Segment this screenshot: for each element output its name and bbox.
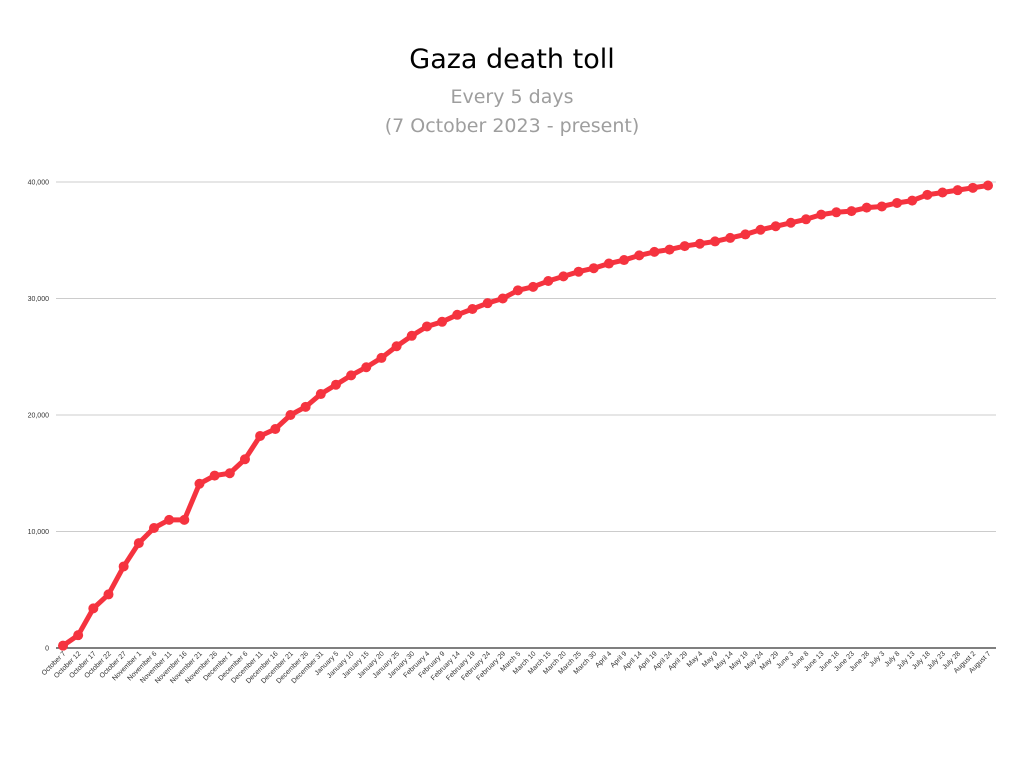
data-point xyxy=(679,241,690,252)
data-point xyxy=(164,514,175,525)
data-point xyxy=(846,206,857,217)
data-point xyxy=(937,187,948,198)
data-point xyxy=(376,352,387,363)
series-death-toll xyxy=(60,183,991,649)
data-point xyxy=(785,217,796,228)
y-tick-label: 30,000 xyxy=(28,296,50,303)
chart-subtitle: Every 5 days xyxy=(450,86,574,108)
data-point xyxy=(816,209,827,220)
data-point xyxy=(482,298,493,309)
data-point xyxy=(619,255,630,266)
grid-layer xyxy=(56,181,996,649)
y-tick-label: 40,000 xyxy=(28,180,50,187)
chart-title: Gaza death toll xyxy=(409,44,615,75)
data-point xyxy=(543,276,554,287)
data-point xyxy=(634,250,645,261)
data-point xyxy=(421,321,432,332)
series-line xyxy=(60,183,991,649)
chart-subtitle-range: (7 October 2023 - present) xyxy=(384,115,640,137)
data-point xyxy=(330,379,341,390)
y-tick-label: 10,000 xyxy=(28,529,50,536)
data-point xyxy=(270,423,281,434)
data-point xyxy=(558,271,569,282)
data-point xyxy=(512,285,523,296)
data-point xyxy=(710,236,721,247)
data-point xyxy=(467,303,478,314)
data-point xyxy=(58,640,68,651)
data-point xyxy=(694,238,705,249)
data-point xyxy=(148,523,159,534)
data-point xyxy=(952,185,963,196)
data-point xyxy=(118,561,129,572)
data-point xyxy=(831,207,842,218)
data-point xyxy=(755,224,766,235)
y-tick-label: 20,000 xyxy=(28,413,50,420)
data-point xyxy=(770,221,781,232)
data-point xyxy=(876,201,887,212)
data-point xyxy=(801,214,812,225)
data-point xyxy=(983,180,993,191)
data-point xyxy=(315,389,326,400)
data-point xyxy=(194,478,205,489)
data-point xyxy=(967,182,978,193)
y-tick-label: 0 xyxy=(45,646,49,653)
data-point xyxy=(239,454,250,465)
series-points xyxy=(58,180,993,651)
data-point xyxy=(133,538,144,549)
data-point xyxy=(740,229,751,240)
data-point xyxy=(907,195,918,206)
data-point xyxy=(224,468,235,479)
data-point xyxy=(573,266,584,277)
data-point xyxy=(892,197,903,208)
data-point xyxy=(391,341,402,352)
data-point xyxy=(649,246,660,257)
data-point xyxy=(664,244,675,255)
data-point xyxy=(528,281,539,292)
data-point xyxy=(103,589,114,600)
data-point xyxy=(588,263,599,274)
data-point xyxy=(346,370,357,381)
data-point xyxy=(209,470,220,481)
data-point xyxy=(88,603,99,614)
x-tick-label: May 4 xyxy=(686,650,705,669)
data-point xyxy=(255,430,266,441)
data-point xyxy=(285,410,296,420)
y-axis-ticks: 0 10,000 20,000 30,000 40,000 xyxy=(28,180,50,653)
x-tick-label: July 3 xyxy=(868,650,886,668)
data-point xyxy=(922,189,933,200)
data-point xyxy=(406,330,417,341)
data-point xyxy=(497,293,508,304)
data-point xyxy=(361,362,372,373)
data-point xyxy=(179,514,190,525)
data-point xyxy=(725,232,736,243)
data-point xyxy=(603,258,614,269)
data-point xyxy=(437,316,448,327)
data-point xyxy=(861,202,872,213)
data-point xyxy=(73,630,84,641)
data-point xyxy=(452,309,463,320)
data-point xyxy=(300,401,311,412)
